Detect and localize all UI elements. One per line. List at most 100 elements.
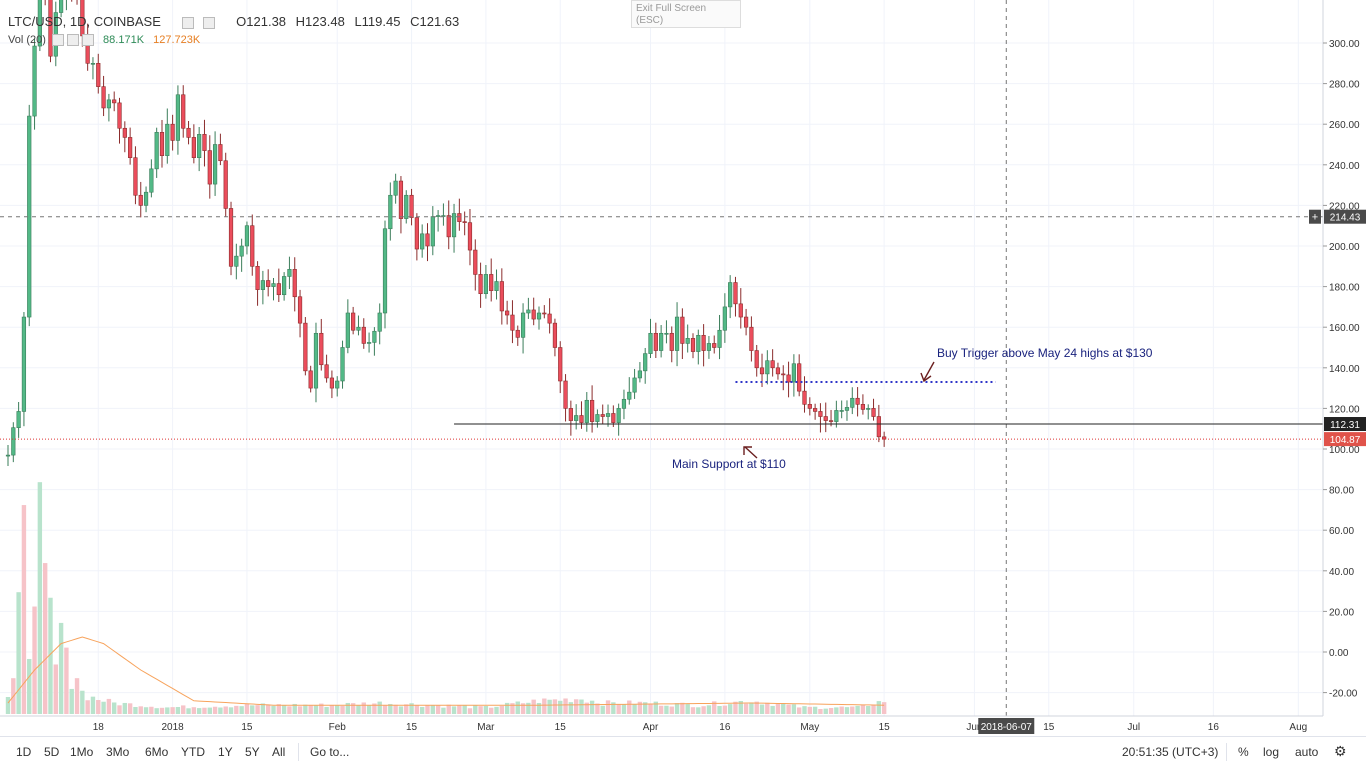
volume-bar <box>42 563 48 714</box>
goto-button[interactable]: Go to... <box>310 745 350 759</box>
settings-icon[interactable] <box>181 16 194 29</box>
candle-body <box>876 416 881 438</box>
candle-body <box>621 398 627 409</box>
candle-body <box>754 350 759 369</box>
candle-body <box>860 404 866 410</box>
volume-bar <box>181 705 186 714</box>
price-tick-label: 180.00 <box>1329 283 1360 294</box>
clock-label[interactable]: 20:51:35 (UTC+3) <box>1122 745 1219 759</box>
volume-bar <box>765 702 770 714</box>
time-tick-label: Mar <box>477 722 495 733</box>
candle-body <box>21 316 27 412</box>
candle <box>743 308 749 336</box>
candle <box>850 387 855 415</box>
hide-icon[interactable] <box>202 16 215 29</box>
volume-bar <box>366 705 372 714</box>
candle <box>706 336 712 359</box>
volume-bar <box>563 698 568 714</box>
time-tick-label: 15 <box>879 722 891 733</box>
price-chart[interactable]: Buy Trigger above May 24 highs at $130 Ma… <box>0 0 1366 736</box>
candle <box>791 354 796 397</box>
range-all-button[interactable]: All <box>272 745 286 759</box>
candle <box>149 159 154 198</box>
candle <box>855 387 860 417</box>
candle <box>186 120 191 145</box>
last-price-label-bg <box>1324 432 1366 447</box>
candle <box>802 376 807 413</box>
volume-bar <box>69 688 74 714</box>
candle-body <box>738 303 743 318</box>
volume-bar <box>743 703 749 714</box>
volume-settings-icon[interactable] <box>51 34 64 47</box>
candle-body <box>282 276 287 296</box>
volume-bar <box>90 696 96 714</box>
buy-trigger-arrow <box>923 361 935 381</box>
candle-body <box>605 413 611 417</box>
percent-toggle[interactable]: % <box>1238 745 1249 759</box>
low-value: L119.45 <box>354 14 401 29</box>
candle-body <box>637 370 642 379</box>
range-5d-button[interactable]: 5D <box>44 745 60 759</box>
range-ytd-button[interactable]: YTD <box>181 745 205 759</box>
volume-bar <box>329 704 335 714</box>
candle-body <box>48 0 53 57</box>
candle-body <box>266 280 271 287</box>
candle <box>27 104 32 327</box>
candle-body <box>143 191 149 206</box>
candle <box>425 223 430 262</box>
candle-body <box>563 380 568 409</box>
volume-bar <box>759 704 765 714</box>
exit-fullscreen-tooltip[interactable]: Exit Full Screen (ESC) <box>631 0 741 28</box>
candle-body <box>558 347 563 382</box>
gear-icon[interactable]: ⚙ <box>1334 743 1347 759</box>
volume-bar <box>313 705 319 714</box>
volume-bar <box>159 707 165 714</box>
candle-body <box>112 99 117 104</box>
candle-body <box>313 332 319 389</box>
time-tick-label: 2018 <box>161 722 184 733</box>
volume-hide-icon[interactable] <box>66 34 79 47</box>
range-6mo-button[interactable]: 6Mo <box>145 745 169 759</box>
volume-bar <box>186 708 191 714</box>
volume-bar <box>260 703 266 714</box>
time-tick-label: 15 <box>406 722 418 733</box>
range-1mo-button[interactable]: 1Mo <box>70 745 94 759</box>
candle-body <box>356 326 361 331</box>
candle <box>616 403 621 436</box>
volume-bar <box>281 705 287 714</box>
candle <box>674 302 680 367</box>
candle-body <box>770 360 775 369</box>
range-5y-button[interactable]: 5Y <box>245 745 260 759</box>
candle-body <box>287 269 292 277</box>
candle <box>446 200 451 250</box>
price-tick-label: 260.00 <box>1329 120 1360 131</box>
candle-body <box>743 316 749 328</box>
candle <box>303 317 308 376</box>
add-level-bg <box>1309 209 1321 224</box>
range-3mo-button[interactable]: 3Mo <box>106 745 130 759</box>
candle-body <box>451 213 457 238</box>
candle-body <box>775 367 781 375</box>
support-price-label-text: 112.31 <box>1330 420 1360 431</box>
range-1d-button[interactable]: 1D <box>16 745 32 759</box>
volume-remove-icon[interactable] <box>81 34 94 47</box>
support-arrow <box>744 446 758 459</box>
candle-body <box>802 390 807 405</box>
time-tick-label: May <box>800 722 819 733</box>
volume-bar <box>573 699 579 714</box>
candle <box>271 277 276 301</box>
volume-bar <box>494 706 499 714</box>
volume-bar <box>738 700 743 714</box>
volume-bar <box>520 703 526 714</box>
candle <box>643 347 648 384</box>
candle-body <box>706 343 712 351</box>
range-1y-button[interactable]: 1Y <box>218 745 233 759</box>
candle <box>266 269 271 297</box>
candle <box>563 374 568 422</box>
candle <box>441 203 446 226</box>
volume-bar <box>319 703 324 714</box>
candle <box>197 126 202 172</box>
crosshair-date-label: 2018-06-07 <box>978 718 1035 734</box>
auto-toggle[interactable]: auto <box>1295 745 1319 759</box>
log-toggle[interactable]: log <box>1263 745 1280 759</box>
